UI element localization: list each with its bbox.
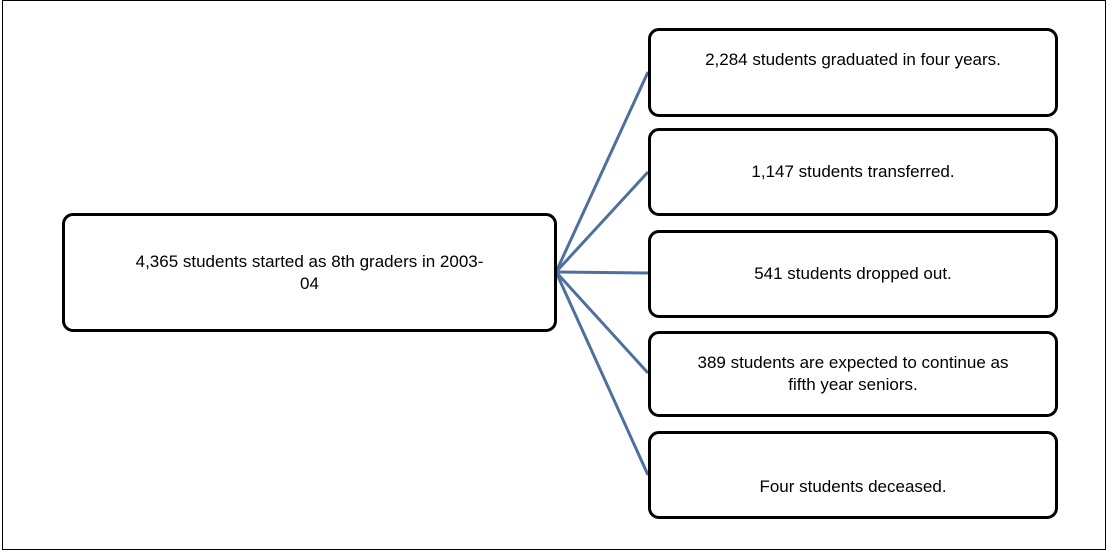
outcome-box: 541 students dropped out. (648, 230, 1058, 318)
connector (554, 270, 650, 375)
outcome-label: 1,147 students transferred. (751, 162, 955, 181)
outcome-box: 1,147 students transferred. (648, 128, 1058, 216)
connector (555, 270, 649, 275)
outcome-label: 541 students dropped out. (754, 264, 952, 283)
connector (554, 271, 650, 476)
root-box: 4,365 students started as 8th graders in… (62, 213, 557, 332)
outcome-label: 2,284 students graduated in four years. (705, 50, 1001, 69)
outcome-box: 2,284 students graduated in four years. (648, 28, 1058, 117)
connector (554, 170, 650, 274)
outcome-box: 389 students are expected to continue as… (648, 331, 1058, 417)
outcome-box: Four students deceased. (648, 431, 1058, 519)
connector (554, 71, 650, 273)
root-label: 4,365 students started as 8th graders in… (135, 251, 484, 293)
outcome-label: 389 students are expected to continue as… (697, 353, 1009, 394)
outcome-label: Four students deceased. (759, 477, 947, 496)
